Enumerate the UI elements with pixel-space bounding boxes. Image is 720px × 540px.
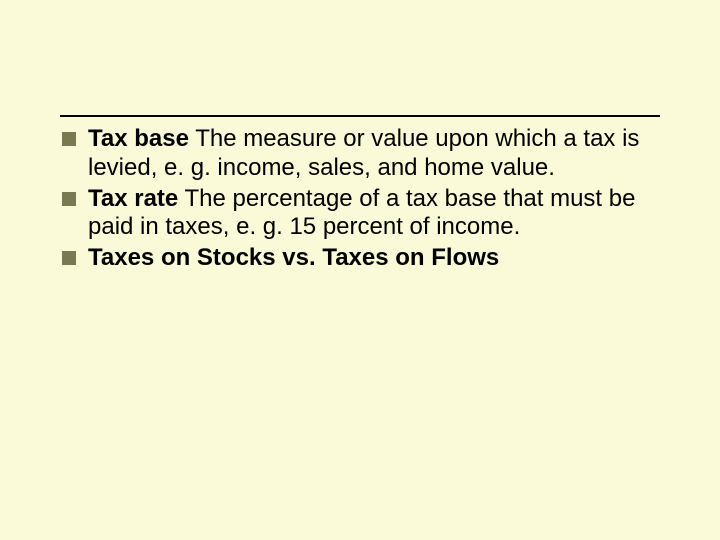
horizontal-rule — [60, 115, 660, 117]
term: Tax base — [88, 125, 189, 152]
bullet-list: Tax base The measure or value upon which… — [60, 125, 660, 273]
term: Taxes on Stocks vs. Taxes on Flows — [88, 244, 499, 271]
list-item: Tax base The measure or value upon which… — [60, 125, 660, 183]
square-bullet-icon — [62, 132, 76, 146]
square-bullet-icon — [62, 192, 76, 206]
square-bullet-icon — [62, 251, 76, 265]
slide: Tax base The measure or value upon which… — [0, 0, 720, 540]
list-item: Taxes on Stocks vs. Taxes on Flows — [60, 244, 660, 273]
list-item: Tax rate The percentage of a tax base th… — [60, 185, 660, 243]
term: Tax rate — [88, 185, 178, 212]
slide-content: Tax base The measure or value upon which… — [60, 115, 660, 275]
